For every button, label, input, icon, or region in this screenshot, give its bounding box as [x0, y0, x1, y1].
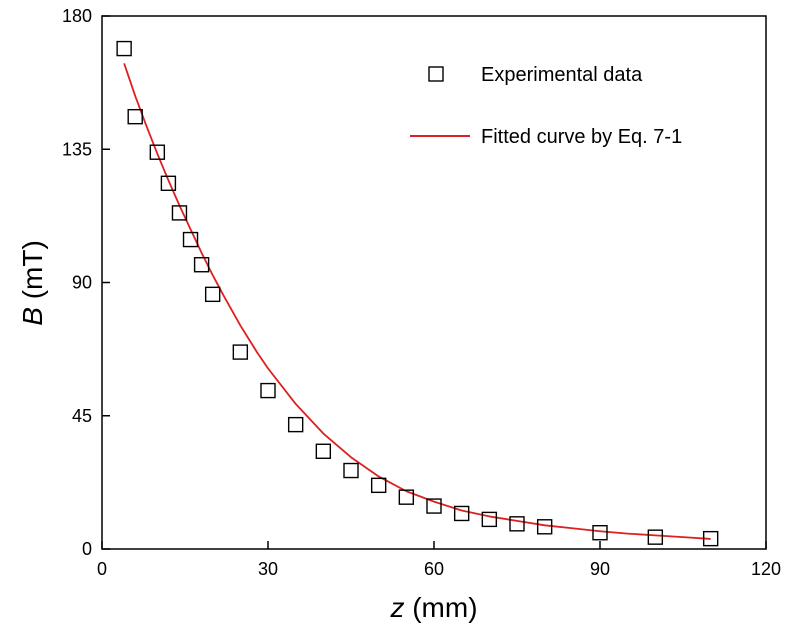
y-axis-unit: (mT) — [17, 240, 48, 307]
data-point-marker — [232, 344, 249, 360]
data-point-marker — [127, 108, 143, 125]
data-point-marker — [116, 40, 132, 57]
data-point-marker — [182, 231, 199, 248]
data-point-marker — [536, 519, 553, 535]
data-point-marker — [370, 477, 387, 494]
data-point-marker — [592, 525, 608, 541]
data-point-marker — [315, 443, 332, 459]
legend: Experimental data Fitted curve by Eq. 7-… — [410, 64, 682, 148]
data-point-marker — [509, 516, 525, 532]
y-tick-label: 180 — [62, 6, 92, 26]
plot-frame — [101, 15, 767, 550]
fitted-curve-line — [123, 63, 711, 540]
data-point-marker — [481, 511, 498, 528]
series-layer — [116, 40, 719, 547]
y-ticks: 0 45 90 135 180 — [62, 6, 110, 559]
x-tick-label: 60 — [424, 559, 444, 579]
data-point-marker — [453, 505, 470, 522]
data-point-marker — [287, 416, 304, 433]
data-point-marker — [702, 530, 719, 547]
x-tick-label: 120 — [751, 559, 781, 579]
data-point-marker — [647, 529, 664, 545]
y-axis-variable: B — [17, 307, 48, 326]
data-point-marker — [398, 489, 415, 505]
data-point-marker — [260, 382, 276, 399]
data-point-marker — [343, 462, 359, 479]
data-point-marker — [204, 286, 221, 303]
y-tick-label: 45 — [72, 406, 92, 426]
data-point-marker — [171, 205, 188, 221]
y-tick-label: 90 — [72, 273, 92, 293]
x-tick-label: 0 — [97, 559, 107, 579]
x-axis-label: z (mm) — [389, 592, 477, 623]
data-point-marker — [160, 175, 177, 192]
y-tick-label: 0 — [82, 539, 92, 559]
data-point-marker — [149, 144, 166, 160]
legend-marker-experimental — [428, 66, 444, 82]
legend-label-experimental: Experimental data — [481, 64, 643, 86]
x-ticks: 0 30 60 90 120 — [97, 541, 781, 579]
x-axis-variable: z — [389, 592, 404, 623]
x-tick-label: 90 — [590, 559, 610, 579]
y-axis-label: B (mT) — [17, 240, 48, 326]
x-tick-label: 30 — [258, 559, 278, 579]
data-point-marker — [193, 257, 210, 273]
x-axis-unit: (mm) — [404, 592, 477, 623]
y-tick-label: 135 — [62, 139, 92, 159]
legend-label-fitted: Fitted curve by Eq. 7-1 — [481, 126, 682, 148]
data-point-marker — [426, 498, 442, 514]
